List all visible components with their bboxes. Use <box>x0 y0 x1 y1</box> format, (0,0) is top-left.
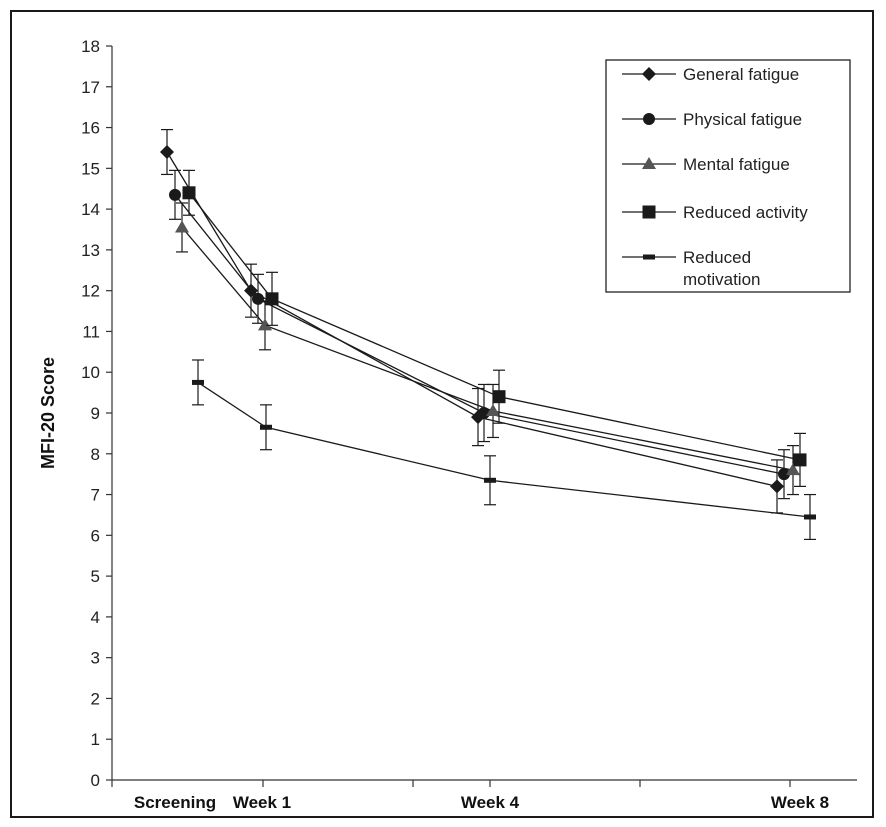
data-point <box>160 145 174 160</box>
y-tick-label: 10 <box>81 363 100 382</box>
data-point <box>484 477 496 483</box>
legend: General fatigue Physical fatigue Mental fa… <box>605 59 851 293</box>
data-point <box>260 424 272 430</box>
y-tick-label: 12 <box>81 282 100 301</box>
data-point <box>486 403 500 416</box>
data-point <box>478 407 490 419</box>
legend-label-line: Reduced activity <box>683 203 808 222</box>
legend-label: Reduced activity <box>683 203 808 222</box>
y-tick-label: 1 <box>91 730 100 749</box>
series-line <box>181 227 794 471</box>
legend-label: Mental fatigue <box>683 155 790 174</box>
data-point <box>169 188 181 201</box>
y-tick-label: 14 <box>81 200 100 219</box>
series-triangle <box>175 202 800 496</box>
series-line <box>174 194 785 475</box>
legend-item: Reduced activity <box>622 203 808 222</box>
x-category-label: Week 4 <box>461 793 520 812</box>
legend-item: Mental fatigue <box>622 155 790 174</box>
data-point <box>182 186 196 200</box>
y-axis-title: MFI-20 Score <box>38 357 58 469</box>
series-layer <box>160 128 816 541</box>
x-category-label: Week 8 <box>771 793 829 812</box>
y-tick-label: 3 <box>91 649 100 668</box>
y-tick-label: 13 <box>81 241 100 260</box>
figure-frame: 0 1 2 3 4 5 6 7 8 9 10 11 12 13 14 15 16 17 18 Screening Wee… <box>10 10 874 818</box>
legend-marker <box>642 205 656 219</box>
data-point <box>786 463 800 476</box>
series-line <box>166 151 778 488</box>
legend-item: Physical fatigue <box>622 110 802 129</box>
y-tick-label: 8 <box>91 445 100 464</box>
y-tick-label: 5 <box>91 567 100 586</box>
y-tick-label: 9 <box>91 404 100 423</box>
y-tick-label: 6 <box>91 526 100 545</box>
y-tick-label: 7 <box>91 486 100 505</box>
legend-box <box>605 59 851 293</box>
y-tick-label: 4 <box>91 608 100 627</box>
data-point <box>770 479 784 494</box>
y-tick-label: 0 <box>91 771 100 790</box>
data-point <box>175 220 189 233</box>
legend-label-line: General fatigue <box>683 65 799 84</box>
series-circle <box>169 169 790 500</box>
y-tick-label: 16 <box>81 119 100 138</box>
legend-item: General fatigue <box>622 65 799 84</box>
legend-marker <box>642 157 656 169</box>
legend-label-line: Physical fatigue <box>683 110 802 129</box>
data-point <box>778 468 790 481</box>
legend-label: Reduced motivation <box>683 248 760 289</box>
legend-item: Reduced motivation <box>622 248 760 289</box>
x-category-label: Screening <box>134 793 216 812</box>
data-point <box>492 390 506 404</box>
data-point <box>252 292 264 305</box>
series-diamond <box>160 128 784 514</box>
x-category-label: Week 1 <box>233 793 291 812</box>
y-tick-label: 2 <box>91 689 100 708</box>
y-tick-label: 11 <box>82 322 100 341</box>
series-dash <box>192 359 816 541</box>
legend-label-line: Mental fatigue <box>683 155 790 174</box>
legend-label: Physical fatigue <box>683 110 802 129</box>
legend-marker <box>642 67 656 81</box>
legend-marker <box>643 254 655 260</box>
data-point <box>258 318 272 331</box>
series-line <box>197 381 811 518</box>
data-point <box>265 292 279 306</box>
legend-marker <box>643 113 655 125</box>
legend-label: General fatigue <box>683 65 799 84</box>
legend-label-line: Reduced <box>683 248 751 267</box>
y-tick-label: 15 <box>81 159 100 178</box>
series-square <box>182 169 807 487</box>
data-point <box>192 379 204 385</box>
y-tick-label: 18 <box>81 37 100 56</box>
legend-label-line: motivation <box>683 270 760 289</box>
series-line <box>188 192 801 461</box>
data-point <box>804 514 816 520</box>
data-point <box>793 453 807 467</box>
y-tick-label: 17 <box>81 78 100 97</box>
